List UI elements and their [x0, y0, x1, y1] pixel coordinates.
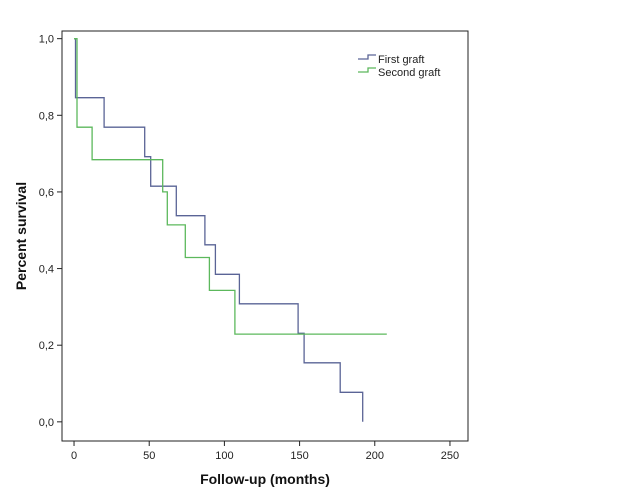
series-lines [74, 38, 387, 422]
y-tick-label: 0,8 [39, 110, 54, 122]
y-tick-label: 1,0 [39, 34, 54, 46]
y-tick-label: 0,4 [39, 264, 54, 276]
x-tick-label: 100 [215, 450, 233, 462]
series-line-2 [74, 38, 387, 335]
x-tick-label: 250 [441, 450, 459, 462]
y-tick-label: 0,2 [39, 340, 54, 352]
y-tick-label: 0,6 [39, 187, 54, 199]
x-tick-label: 200 [366, 450, 384, 462]
axis-ticks: 0 50 100 150 200 250 0,0 0,2 0,4 0,6 0,8 1,0 [39, 34, 459, 462]
y-axis-title: Percent survival [13, 182, 29, 290]
x-tick-label: 150 [290, 450, 308, 462]
legend-label-1: First graft [378, 54, 424, 66]
series-line-1 [74, 38, 364, 422]
x-axis-title: Follow-up (months) [200, 471, 330, 487]
legend-swatch-2 [358, 67, 376, 73]
plot-frame [61, 30, 469, 442]
x-tick-label: 0 [71, 450, 77, 462]
legend-label-2: Second graft [378, 67, 440, 79]
legend-swatch-1 [358, 54, 376, 60]
y-tick-label: 0,0 [39, 417, 54, 429]
x-tick-label: 50 [143, 450, 155, 462]
